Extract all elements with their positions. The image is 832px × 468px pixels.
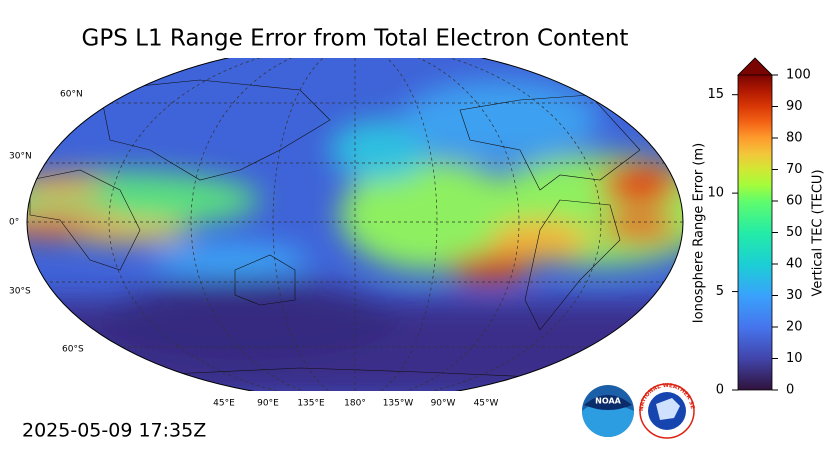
right-axis-label: Vertical TEC (TECU) xyxy=(811,169,826,296)
chart-title: GPS L1 Range Error from Total Electron C… xyxy=(82,26,629,52)
right-tick-label: 40 xyxy=(786,257,803,272)
right-tick-label: 60 xyxy=(786,194,803,209)
right-tick-label: 10 xyxy=(786,351,803,366)
lon-label: 90°E xyxy=(257,399,279,409)
lat-label: 30°N xyxy=(9,152,32,162)
lon-label: 180° xyxy=(344,399,366,409)
lon-label: 45°E xyxy=(213,399,235,409)
lat-label: 60°N xyxy=(60,90,83,100)
right-tick-label: 20 xyxy=(786,320,803,335)
colorbar-extend xyxy=(737,57,773,76)
right-tick-label: 100 xyxy=(786,68,811,83)
lon-label: 135°W xyxy=(383,399,414,409)
left-tick-label: 5 xyxy=(716,284,724,299)
noaa-text: NOAA xyxy=(595,397,621,406)
map xyxy=(26,58,684,391)
lon-label: 90°W xyxy=(431,399,456,409)
colorbar xyxy=(738,75,772,390)
timestamp: 2025-05-09 17:35Z xyxy=(22,420,206,442)
right-tick-label: 30 xyxy=(786,288,803,303)
noaa-logo: NOAA xyxy=(582,385,634,437)
left-tick-label: 10 xyxy=(707,186,724,201)
right-tick-label: 90 xyxy=(786,99,803,114)
lon-label: 45°W xyxy=(474,399,499,409)
left-tick-label: 15 xyxy=(707,87,724,102)
lat-label: 30°S xyxy=(9,287,31,297)
right-tick-label: 50 xyxy=(786,225,803,240)
left-axis-label: Ionosphere Range Error (m) xyxy=(692,143,707,323)
left-tick-label: 0 xyxy=(716,383,724,398)
lat-label: 0° xyxy=(9,218,19,228)
lon-label: 135°E xyxy=(297,399,325,409)
right-tick-label: 0 xyxy=(786,383,794,398)
lat-label: 60°S xyxy=(62,345,84,355)
right-tick-label: 80 xyxy=(786,131,803,146)
right-tick-label: 70 xyxy=(786,162,803,177)
